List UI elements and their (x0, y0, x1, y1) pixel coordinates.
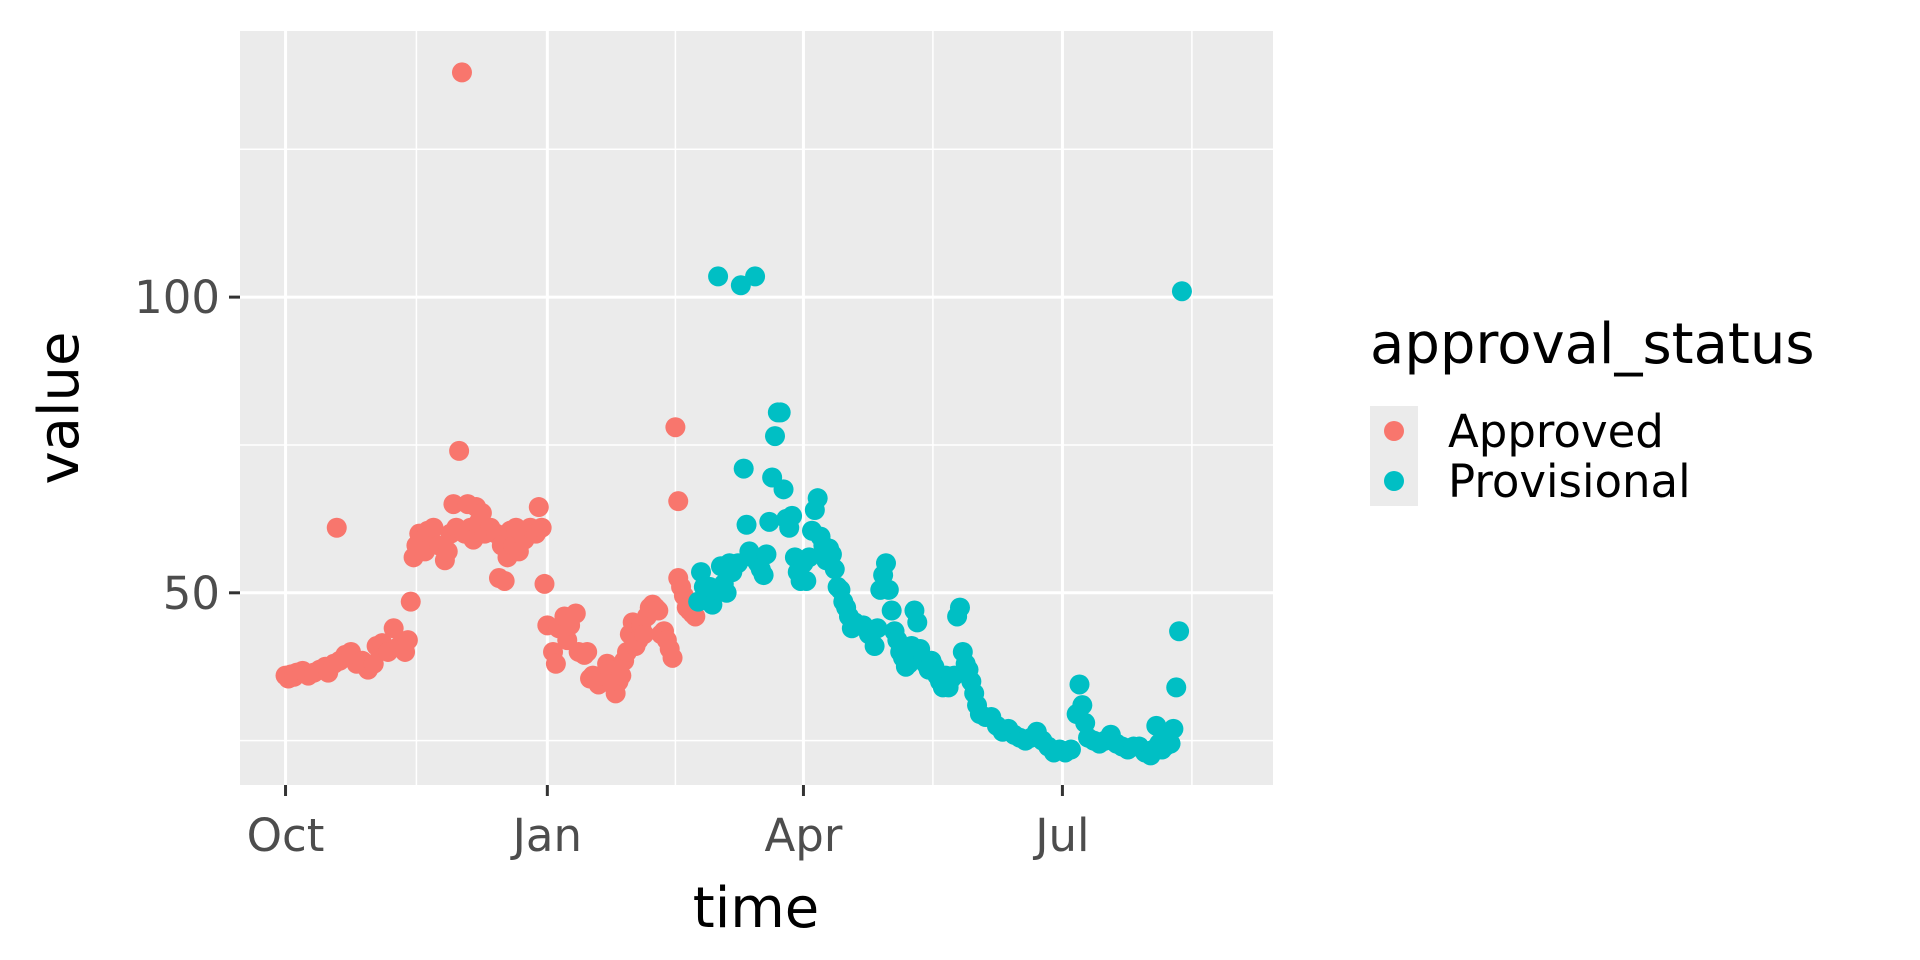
point-approved (665, 417, 686, 438)
point-provisional (1069, 674, 1090, 695)
point-provisional (1163, 718, 1184, 739)
point-approved (383, 618, 404, 639)
point-provisional (691, 562, 712, 583)
point-approved (397, 630, 418, 651)
y-tick-label: 50 (163, 567, 220, 620)
y-axis-title: value (27, 332, 92, 485)
y-tick-label: 100 (134, 271, 220, 324)
point-provisional (782, 505, 803, 526)
x-tick-label: Jul (1032, 809, 1089, 862)
point-approved (528, 497, 549, 518)
point-approved (668, 491, 689, 512)
point-provisional (773, 479, 794, 500)
point-approved (685, 606, 706, 627)
point-provisional (875, 553, 896, 574)
legend-key-provisional (1384, 471, 1404, 491)
data-points (275, 62, 1192, 766)
legend-label-approved: Approved (1448, 405, 1664, 458)
point-provisional (1166, 677, 1187, 698)
point-approved (545, 653, 566, 674)
point-provisional (949, 597, 970, 618)
point-provisional (821, 544, 842, 565)
point-provisional (878, 579, 899, 600)
legend-title: approval_status (1370, 312, 1815, 377)
point-provisional (716, 582, 737, 603)
legend-key-approved (1384, 421, 1404, 441)
point-provisional (867, 618, 888, 639)
point-provisional (824, 559, 845, 580)
point-approved (577, 641, 598, 662)
point-provisional (759, 511, 780, 532)
point-approved (400, 591, 421, 612)
point-provisional (764, 426, 785, 447)
point-provisional (1060, 739, 1081, 760)
point-approved (531, 517, 552, 538)
point-provisional (702, 594, 723, 615)
point-approved (471, 502, 492, 523)
point-provisional (736, 514, 757, 535)
point-approved (423, 517, 444, 538)
x-tick-label: Jan (510, 809, 582, 862)
point-provisional (907, 612, 928, 633)
point-approved (443, 494, 464, 515)
point-approved (437, 541, 458, 562)
x-axis-title: time (693, 876, 820, 941)
point-provisional (730, 275, 751, 296)
point-provisional (1075, 712, 1096, 733)
plot-panel (240, 31, 1273, 785)
legend: approval_status Approved Provisional (1370, 312, 1815, 508)
point-approved (534, 573, 555, 594)
legend-label-provisional: Provisional (1448, 455, 1691, 508)
point-provisional (733, 458, 754, 479)
point-approved (363, 653, 384, 674)
point-provisional (799, 547, 820, 568)
x-tick-label: Apr (765, 809, 843, 862)
point-approved (326, 517, 347, 538)
point-provisional (756, 544, 777, 565)
point-provisional (796, 570, 817, 591)
point-provisional (807, 488, 828, 509)
point-provisional (864, 636, 885, 657)
point-approved (611, 665, 632, 686)
point-approved (494, 570, 515, 591)
point-provisional (1169, 621, 1190, 642)
point-approved (648, 600, 669, 621)
point-provisional (1171, 281, 1192, 302)
point-provisional (1146, 715, 1167, 736)
point-provisional (1072, 695, 1093, 716)
point-approved (634, 624, 655, 645)
x-tick-label: Oct (247, 809, 325, 862)
point-approved (449, 440, 470, 461)
axes: Oct Jan Apr Jul 50 100 (134, 271, 1089, 862)
point-approved (565, 603, 586, 624)
point-provisional (708, 266, 729, 287)
point-provisional (770, 402, 791, 423)
point-provisional (753, 565, 774, 586)
point-provisional (1160, 733, 1181, 754)
point-provisional (881, 600, 902, 621)
minor-gridlines (240, 31, 1273, 785)
point-provisional (745, 266, 766, 287)
point-approved (451, 62, 472, 83)
point-approved (662, 647, 683, 668)
